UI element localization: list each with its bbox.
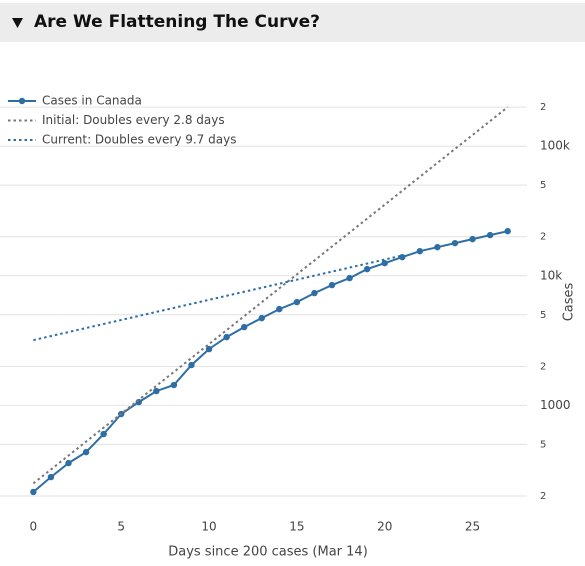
series-line <box>32 230 508 493</box>
x-tick-label: 25 <box>465 520 480 534</box>
series-line <box>32 106 509 485</box>
y-tick-label: 1000 <box>540 398 571 412</box>
data-point <box>188 361 195 369</box>
data-point <box>258 314 265 322</box>
y-tick-label: 100k <box>540 139 570 153</box>
data-point <box>82 448 90 456</box>
data-point <box>100 430 107 438</box>
data-point <box>363 265 371 273</box>
x-tick-label: 10 <box>201 520 216 534</box>
data-point <box>30 488 37 496</box>
data-point <box>416 247 424 255</box>
y-tick-label: 5 <box>540 439 546 450</box>
data-point <box>469 235 476 243</box>
data-point <box>47 473 55 481</box>
collapse-icon[interactable] <box>12 17 24 29</box>
data-point <box>504 227 511 235</box>
data-point <box>293 298 301 306</box>
legend-label: Current: Doubles every 9.7 days <box>42 133 236 147</box>
series-line <box>33 254 403 342</box>
y-tick-label: 10k <box>540 268 562 282</box>
data-point <box>328 281 336 289</box>
data-point <box>205 345 213 353</box>
data-point <box>451 239 459 247</box>
data-point <box>486 231 494 239</box>
header-bar[interactable]: Are We Flattening The Curve? <box>0 3 585 42</box>
data-point <box>65 459 72 467</box>
x-tick-label: 20 <box>377 520 392 534</box>
data-point <box>381 259 388 267</box>
data-point <box>434 243 441 251</box>
y-axis-title: Cases <box>562 282 577 321</box>
data-point <box>276 305 283 313</box>
y-tick-label: 2 <box>540 361 546 372</box>
y-tick-label: 2 <box>540 491 546 502</box>
x-tick-label: 0 <box>30 520 38 534</box>
data-point <box>346 274 353 282</box>
x-tick-label: 15 <box>289 520 304 534</box>
y-tick-label: 2 <box>540 102 546 113</box>
header-title: Are We Flattening The Curve? <box>34 12 320 32</box>
data-point <box>153 387 160 395</box>
data-point <box>399 253 406 261</box>
data-point <box>170 381 178 389</box>
x-tick-label: 5 <box>117 520 125 534</box>
legend-label: Cases in Canada <box>42 94 142 108</box>
data-point <box>223 333 230 341</box>
data-point <box>311 289 318 297</box>
legend-label: Initial: Doubles every 2.8 days <box>42 113 225 127</box>
data-point <box>240 323 248 331</box>
y-tick-label: 5 <box>540 310 546 321</box>
x-axis-title: Days since 200 cases (Mar 14) <box>168 545 368 560</box>
y-tick-label: 5 <box>540 180 546 191</box>
legend-marker <box>18 97 26 105</box>
y-tick-label: 2 <box>540 232 546 243</box>
